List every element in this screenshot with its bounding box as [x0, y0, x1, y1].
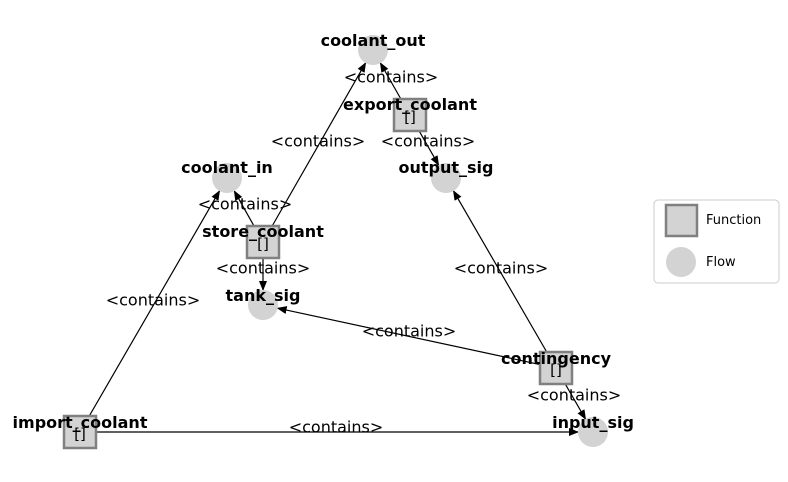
legend-function-marker — [664, 203, 699, 238]
legend-flow-marker — [666, 247, 696, 277]
edge-labels-layer: <contains> <contains> <contains> <contains>… — [106, 68, 622, 437]
function-node-sub-contingency: [] — [550, 361, 562, 379]
flow-node-input_sig[interactable] — [578, 417, 608, 447]
edge-label-export_coolant-to-coolant_out: <contains> — [344, 68, 439, 87]
edge-label-contingency-to-output_sig: <contains> — [454, 259, 549, 278]
edge-label-import_coolant-to-input_sig: <contains> — [289, 418, 384, 437]
node-label-output_sig: output_sig — [399, 158, 494, 177]
function-node-contingency[interactable] — [538, 350, 574, 386]
function-node-import_coolant[interactable] — [62, 414, 98, 450]
node-label-coolant_out: coolant_out — [321, 31, 426, 50]
flow-node-tank_sig[interactable] — [248, 290, 278, 320]
function-node-store_coolant[interactable] — [245, 224, 281, 260]
function-node-export_coolant[interactable] — [392, 97, 428, 133]
flow-node-output_sig[interactable] — [431, 163, 461, 193]
node-label-tank_sig: tank_sig — [226, 286, 301, 305]
legend-function-label: Function — [706, 213, 761, 228]
edge-label-contingency-to-tank_sig: <contains> — [362, 322, 457, 341]
flow-node-coolant_in[interactable] — [212, 163, 242, 193]
edge-contingency-to-output_sig — [452, 190, 557, 369]
node-label-store_coolant: store_coolant — [202, 222, 324, 241]
node-label-input_sig: input_sig — [552, 413, 634, 432]
function-node-sub-export_coolant: [] — [404, 108, 416, 126]
node-label-contingency: contingency — [501, 349, 612, 368]
edge-label-store_coolant-to-tank_sig: <contains> — [216, 259, 311, 278]
node-label-export_coolant: export_coolant — [343, 95, 477, 114]
edge-label-export_coolant-to-output_sig: <contains> — [381, 132, 476, 151]
edge-store_coolant-to-coolant_out — [262, 62, 367, 243]
legend-flow-label: Flow — [706, 255, 736, 270]
edge-label-contingency-to-input_sig: <contains> — [527, 386, 622, 405]
edges-layer — [79, 62, 587, 436]
flow-node-coolant_out[interactable] — [358, 35, 388, 65]
nodes-layer: [] [] [] [] — [62, 35, 608, 450]
edge-contingency-to-tank_sig — [276, 306, 557, 369]
node-label-coolant_in: coolant_in — [181, 158, 273, 177]
edge-import_coolant-to-coolant_in — [79, 190, 221, 433]
legend: Function Flow — [653, 199, 780, 284]
node-label-import_coolant: import_coolant — [13, 413, 148, 432]
edge-label-store_coolant-to-coolant_out: <contains> — [271, 132, 366, 151]
edge-label-store_coolant-to-coolant_in: <contains> — [198, 195, 293, 214]
function-node-sub-import_coolant: [] — [74, 425, 86, 443]
function-node-sub-store_coolant: [] — [257, 235, 269, 253]
node-labels-layer: coolant_out export_coolant output_sig coola… — [13, 31, 634, 432]
edge-label-import_coolant-to-coolant_in: <contains> — [106, 291, 201, 310]
